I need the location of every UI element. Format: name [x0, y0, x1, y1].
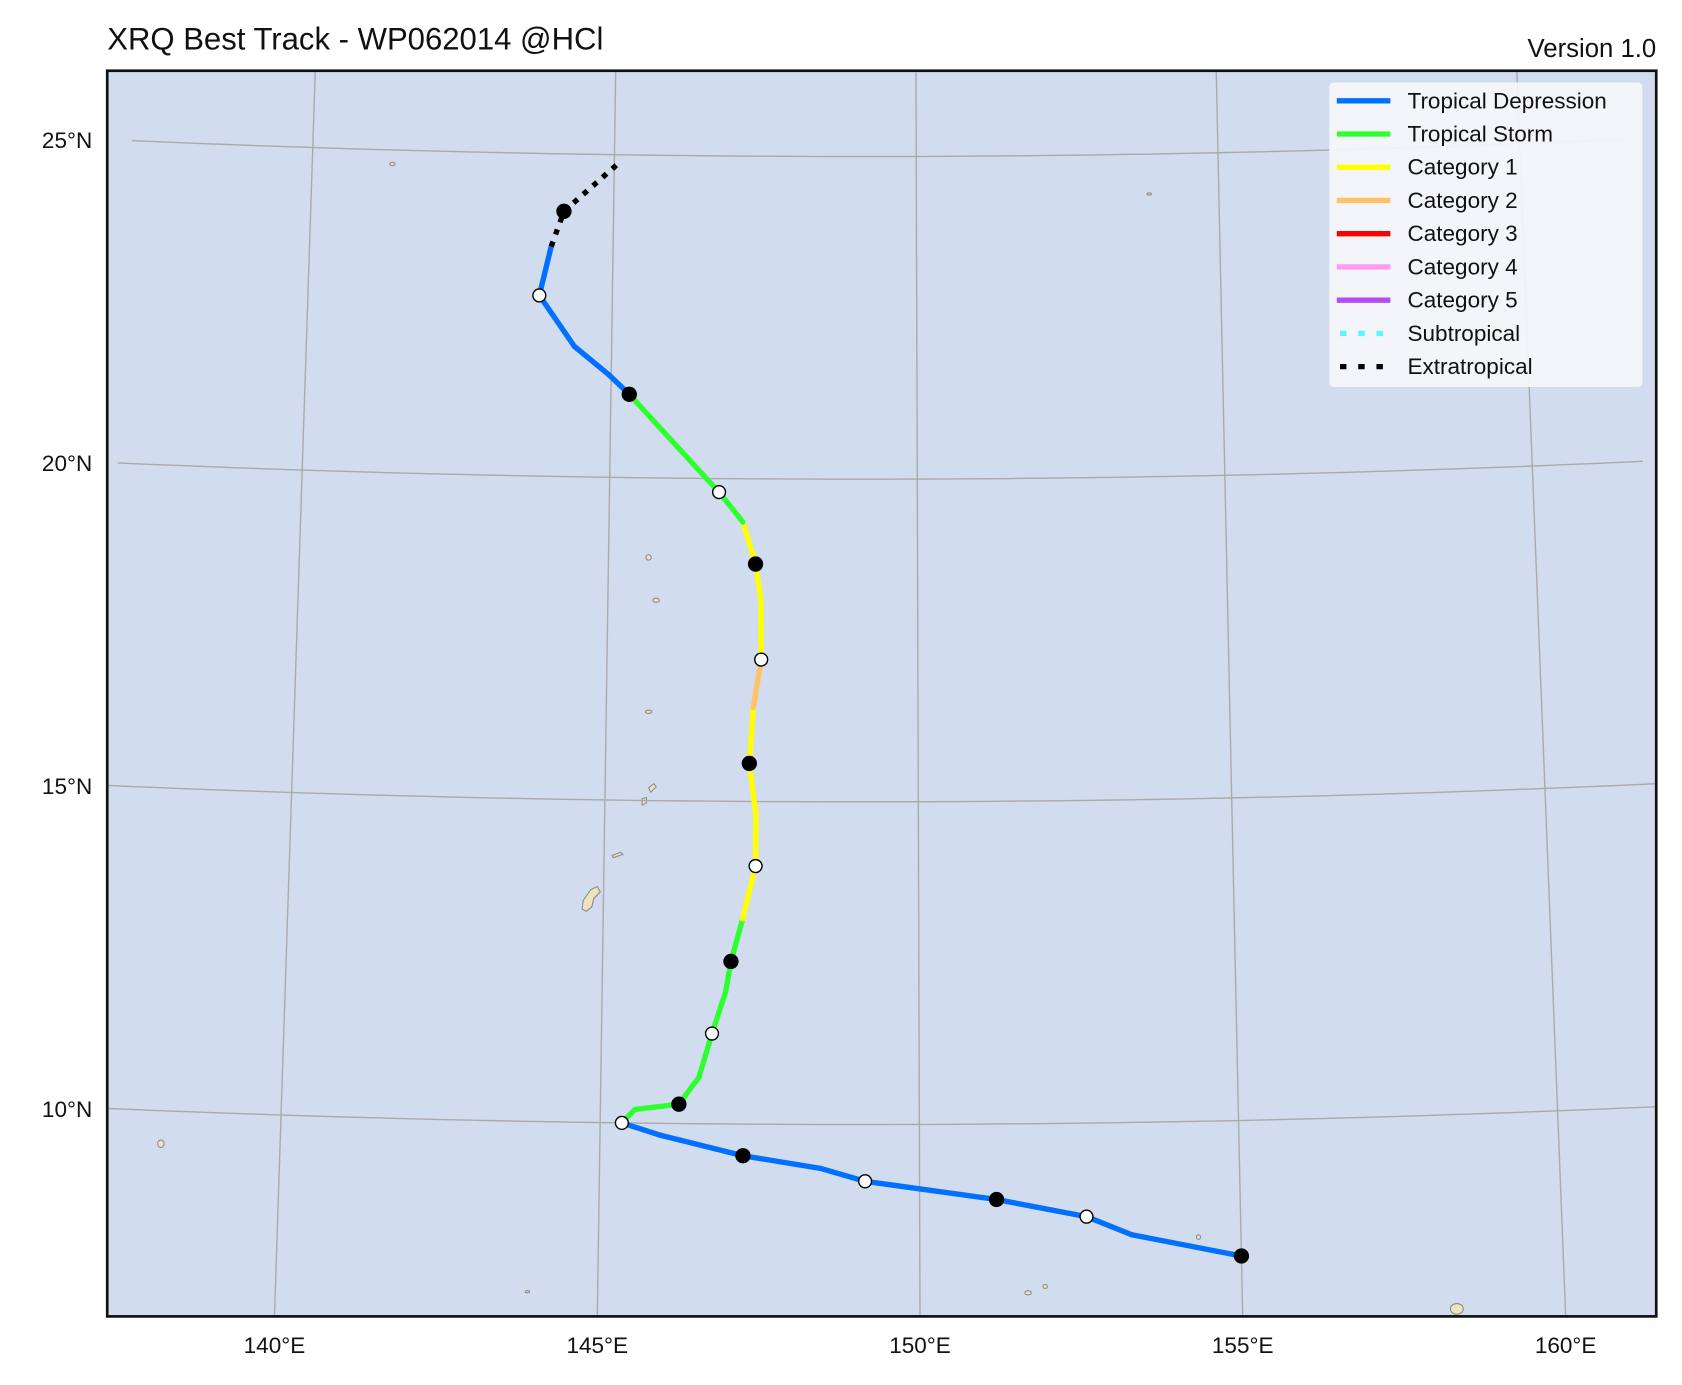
longitude-tick-label: 140°E — [244, 1333, 306, 1358]
track-point-filled — [747, 556, 764, 572]
track-segment-td — [993, 1196, 1090, 1220]
track-point-filled — [621, 386, 637, 403]
legend-box — [1329, 82, 1643, 387]
island-rota — [611, 851, 624, 859]
track-segment-td — [740, 1153, 823, 1172]
map-frame — [105, 69, 1658, 1318]
island — [389, 161, 396, 167]
track-point-open — [532, 288, 547, 303]
longitude-line — [915, 72, 921, 1317]
track-segment-c1 — [746, 704, 757, 767]
axis-ticks: 10°N 15°N 20°N 25°N 140°E 145°E 150°E 155°E 160°… — [42, 128, 1597, 1358]
track-segment-td — [536, 243, 554, 299]
track-point-filled — [723, 953, 739, 970]
island — [524, 1290, 531, 1294]
track-point-open — [857, 1174, 873, 1189]
track-point-open — [748, 858, 763, 874]
island — [645, 554, 652, 561]
island-guam — [581, 885, 602, 912]
island-pohnpei — [1449, 1302, 1464, 1315]
legend-label: Tropical Storm — [1408, 122, 1553, 147]
track-point-open — [614, 1115, 629, 1131]
version-label: Version 1.0 — [1528, 35, 1657, 63]
legend: Tropical Depression Tropical Storm Categor… — [1329, 82, 1643, 387]
island-saipan — [641, 782, 657, 806]
track-markers — [532, 203, 1250, 1264]
islands — [157, 161, 1464, 1315]
track-point-filled — [735, 1148, 751, 1164]
latitude-tick-label: 25°N — [42, 128, 92, 153]
track-point-filled — [1233, 1248, 1250, 1264]
legend-label: Subtropical — [1408, 321, 1521, 346]
island — [652, 597, 660, 603]
legend-label: Category 3 — [1408, 221, 1518, 246]
track-segment-td — [1083, 1213, 1135, 1238]
track-point-filled — [741, 755, 757, 772]
legend-label: Category 2 — [1408, 188, 1518, 213]
track-segment-td — [571, 343, 612, 378]
track-segment-c2 — [750, 656, 764, 710]
longitude-line — [596, 70, 617, 1317]
latitude-tick-label: 10°N — [42, 1097, 92, 1122]
latitude-line — [117, 460, 1643, 480]
longitude-tick-label: 160°E — [1535, 1333, 1597, 1358]
track-point-open — [1079, 1209, 1094, 1224]
legend-label: Category 5 — [1408, 288, 1518, 313]
legend-label: Extratropical — [1408, 354, 1533, 379]
longitude-tick-label: 150°E — [889, 1333, 951, 1358]
latitude-line — [107, 782, 1657, 803]
island — [1042, 1283, 1048, 1290]
latitude-tick-label: 20°N — [42, 451, 92, 476]
track-point-open — [711, 485, 727, 500]
longitude-tick-label: 155°E — [1212, 1333, 1274, 1358]
island — [1024, 1290, 1032, 1296]
track-point-filled — [988, 1191, 1005, 1208]
track-segment-ts — [696, 1030, 715, 1080]
track-segment-ts — [709, 989, 729, 1037]
island — [1195, 1234, 1202, 1240]
track-point-filled — [556, 203, 572, 219]
track-segment-td — [862, 1178, 1000, 1203]
island — [157, 1139, 165, 1149]
legend-label: Tropical Depression — [1408, 88, 1607, 113]
map-title: XRQ Best Track - WP062014 @HCl — [107, 21, 603, 56]
longitude-line — [273, 70, 316, 1317]
legend-label: Category 4 — [1408, 254, 1518, 279]
track-segment-td — [536, 292, 578, 350]
island — [644, 709, 653, 714]
track-point-open — [754, 652, 769, 667]
track-point-open — [704, 1026, 720, 1041]
island — [1146, 192, 1152, 196]
latitude-line — [107, 1106, 1657, 1126]
track-segment-td — [656, 1132, 746, 1159]
track-segment-c1 — [746, 760, 759, 818]
longitude-tick-label: 145°E — [567, 1333, 629, 1358]
track-segment-ts — [626, 391, 722, 495]
track-segment-td — [1129, 1232, 1245, 1259]
legend-label: Category 1 — [1408, 155, 1518, 180]
track-segment-c1 — [739, 863, 759, 922]
track-segment-td — [817, 1165, 868, 1184]
latitude-tick-label: 15°N — [42, 774, 92, 799]
longitude-line — [1215, 70, 1244, 1317]
track-point-filled — [671, 1096, 687, 1112]
